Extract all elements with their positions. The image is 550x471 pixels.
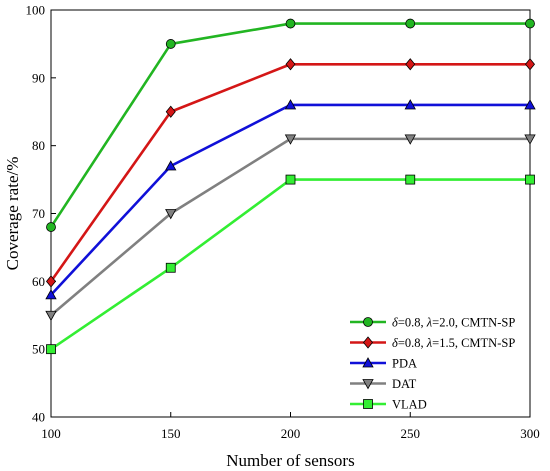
y-axis: 40 50 60 70 80 90 100 bbox=[26, 3, 56, 425]
y-tick-label: 70 bbox=[32, 206, 45, 221]
series-line bbox=[50, 137, 530, 317]
data-point bbox=[525, 174, 535, 185]
data-point bbox=[404, 99, 416, 110]
x-tick-label: 250 bbox=[401, 426, 421, 441]
legend-item: δ=0.8, λ=2.0, CMTN-SP bbox=[350, 316, 515, 330]
legend-swatch-marker bbox=[362, 357, 374, 368]
series-0 bbox=[46, 18, 535, 232]
data-point bbox=[405, 18, 416, 29]
y-tick-label: 60 bbox=[32, 274, 45, 289]
y-tick-label: 40 bbox=[32, 410, 45, 425]
series-3 bbox=[45, 134, 536, 322]
data-point bbox=[524, 99, 536, 110]
series-2 bbox=[45, 99, 536, 300]
series-layer bbox=[45, 18, 536, 355]
series-4 bbox=[46, 174, 535, 355]
data-point bbox=[46, 344, 56, 355]
x-axis: 100 150 200 250 300 bbox=[41, 412, 540, 441]
data-point bbox=[525, 18, 535, 29]
data-point bbox=[285, 174, 296, 185]
plot-border bbox=[50, 9, 531, 418]
x-axis-title: Number of sensors bbox=[226, 451, 354, 470]
x-tick-label: 300 bbox=[520, 426, 540, 441]
series-1 bbox=[45, 58, 536, 288]
legend-swatch-marker bbox=[362, 336, 374, 349]
data-point bbox=[165, 160, 177, 171]
data-point bbox=[45, 289, 57, 300]
data-point bbox=[165, 262, 176, 273]
legend-item: δ=0.8, λ=1.5, CMTN-SP bbox=[350, 336, 515, 350]
y-tick-label: 50 bbox=[32, 342, 45, 357]
legend-label: DAT bbox=[392, 377, 417, 391]
y-tick-label: 90 bbox=[32, 70, 45, 85]
data-point bbox=[165, 105, 176, 118]
legend-item: VLAD bbox=[350, 398, 427, 412]
x-tick-label: 200 bbox=[281, 426, 301, 441]
legend: δ=0.8, λ=2.0, CMTN-SP δ=0.8, λ=1.5, CMTN-… bbox=[350, 316, 515, 412]
legend-item: PDA bbox=[350, 357, 417, 371]
legend-label: VLAD bbox=[392, 398, 427, 412]
data-point bbox=[45, 310, 57, 322]
data-point bbox=[524, 134, 536, 145]
plot-frame bbox=[50, 9, 531, 418]
legend-swatch-marker bbox=[362, 379, 374, 390]
data-point bbox=[524, 58, 536, 71]
data-point bbox=[285, 58, 296, 71]
x-tick-label: 100 bbox=[41, 426, 61, 441]
data-point bbox=[165, 209, 177, 220]
legend-swatch-marker bbox=[363, 317, 373, 327]
data-point bbox=[404, 134, 416, 145]
data-point bbox=[165, 39, 176, 49]
data-point bbox=[285, 18, 296, 29]
x-tick-label: 150 bbox=[161, 426, 181, 441]
series-line bbox=[50, 103, 530, 296]
data-point bbox=[45, 275, 57, 288]
series-line bbox=[49, 62, 530, 283]
data-point bbox=[405, 174, 416, 185]
data-point bbox=[284, 99, 297, 110]
y-axis-title: Coverage rate/% bbox=[3, 157, 22, 271]
y-tick-label: 100 bbox=[26, 3, 46, 18]
data-point bbox=[46, 222, 56, 232]
legend-item: DAT bbox=[350, 377, 417, 391]
legend-swatch-marker bbox=[363, 399, 373, 409]
legend-label: δ=0.8, λ=1.5, CMTN-SP bbox=[392, 336, 515, 350]
y-tick-label: 80 bbox=[32, 138, 45, 153]
legend-label: δ=0.8, λ=2.0, CMTN-SP bbox=[392, 316, 515, 330]
legend-label: PDA bbox=[392, 357, 417, 371]
data-point bbox=[405, 58, 416, 71]
data-point bbox=[284, 134, 297, 145]
series-line bbox=[49, 22, 530, 228]
